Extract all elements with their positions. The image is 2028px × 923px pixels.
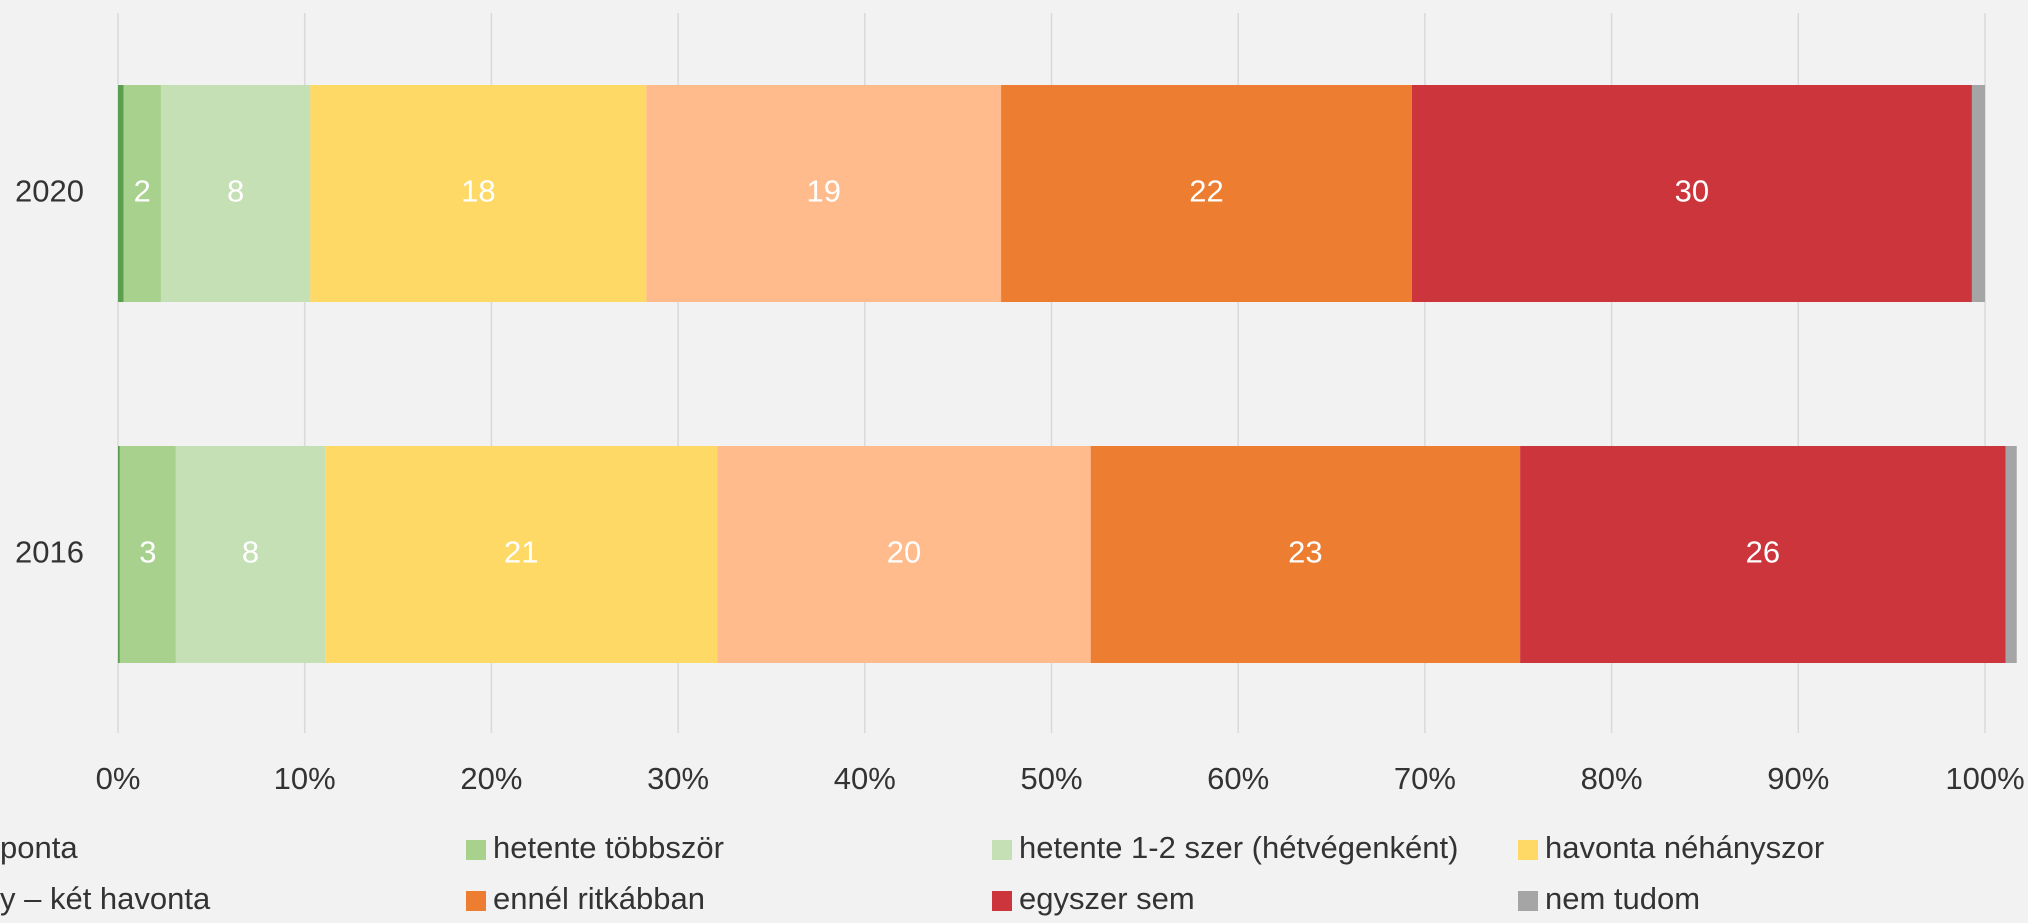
data-label: 26: [1746, 535, 1780, 570]
bar-segment: [2005, 446, 2017, 663]
bar-segment: [1411, 85, 1972, 302]
x-tick-label: 100%: [1945, 761, 2024, 796]
legend-marker: [992, 891, 1012, 911]
bar-segment: [1971, 85, 1985, 302]
x-tick-label: 0%: [96, 761, 141, 796]
data-label: 3: [139, 535, 156, 570]
legend-marker: [466, 840, 486, 860]
x-tick-label: 90%: [1767, 761, 1829, 796]
data-label: 2: [134, 174, 151, 209]
data-label: 8: [242, 535, 259, 570]
data-label: 21: [504, 535, 538, 570]
data-label: 20: [887, 535, 921, 570]
y-tick-label: 2016: [15, 535, 84, 570]
legend-marker: [1518, 840, 1538, 860]
y-tick-label: 2020: [15, 174, 84, 209]
legend-label: y – két havonta: [0, 881, 211, 916]
x-tick-label: 30%: [647, 761, 709, 796]
bar-segment: [175, 446, 326, 663]
x-tick-label: 40%: [834, 761, 896, 796]
data-label: 18: [461, 174, 495, 209]
legend-label: hetente többször: [493, 830, 724, 865]
legend-label: havonta néhányszor: [1545, 830, 1824, 865]
legend-label: ennél ritkábban: [493, 881, 705, 916]
bar-segment: [118, 446, 120, 663]
bar-segment: [118, 85, 124, 302]
x-tick-label: 20%: [460, 761, 522, 796]
bar-segment: [310, 85, 647, 302]
bar-segment: [325, 446, 718, 663]
legend-marker: [992, 840, 1012, 860]
data-label: 22: [1189, 174, 1223, 209]
data-label: 19: [806, 174, 840, 209]
x-tick-label: 80%: [1581, 761, 1643, 796]
data-label: 8: [227, 174, 244, 209]
legend-label: nem tudom: [1545, 881, 1700, 916]
x-tick-label: 70%: [1394, 761, 1456, 796]
legend-label: ponta: [0, 830, 78, 865]
x-tick-label: 10%: [274, 761, 336, 796]
data-label: 30: [1675, 174, 1709, 209]
bar-segment: [1001, 85, 1412, 302]
bar-segment: [123, 85, 161, 302]
bar-segment: [119, 446, 176, 663]
bar-segment: [1090, 446, 1521, 663]
legend-marker: [466, 891, 486, 911]
legend-marker: [1518, 891, 1538, 911]
x-tick-label: 50%: [1020, 761, 1082, 796]
x-tick-label: 60%: [1207, 761, 1269, 796]
bar-segment: [1520, 446, 2006, 663]
bar-segment: [160, 85, 311, 302]
bar-segment: [646, 85, 1002, 302]
bar-segment: [717, 446, 1091, 663]
data-label: 23: [1288, 535, 1322, 570]
legend-label: hetente 1-2 szer (hétvégenként): [1019, 830, 1458, 865]
legend-label: egyszer sem: [1019, 881, 1195, 916]
